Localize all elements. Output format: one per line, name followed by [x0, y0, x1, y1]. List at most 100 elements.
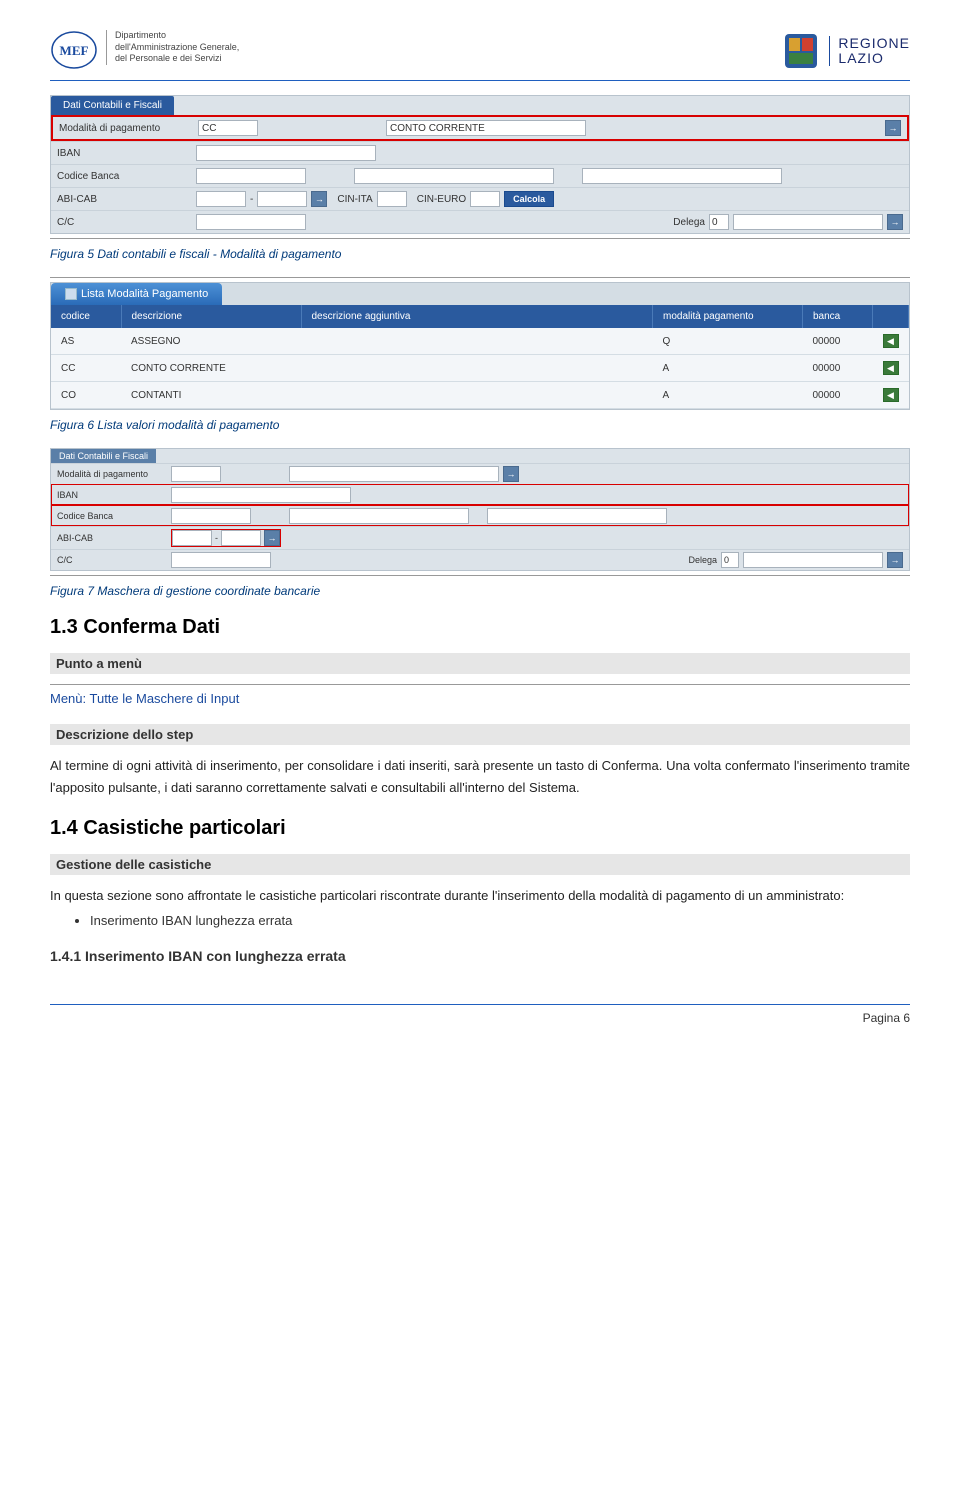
- table-cell: 00000: [803, 355, 873, 382]
- gestione-box: Gestione delle casistiche: [50, 854, 910, 875]
- select-row-button[interactable]: ◀: [883, 334, 899, 348]
- calcola-button[interactable]: Calcola: [504, 191, 554, 207]
- dash-label: -: [215, 533, 218, 543]
- fig7-input-cab[interactable]: [221, 530, 261, 546]
- table-cell: A: [653, 382, 803, 409]
- fig5-input-delega2[interactable]: [733, 214, 883, 230]
- fig5-input-cc2[interactable]: [196, 214, 306, 230]
- table-cell: [301, 328, 653, 355]
- fig5-row-codicebanca: Codice Banca: [51, 164, 909, 187]
- table-cell: AS: [51, 328, 121, 355]
- arrow-icon[interactable]: →: [887, 214, 903, 230]
- table-cell-action: ◀: [873, 382, 909, 409]
- fig5-row-cc: C/C Delega 0 →: [51, 210, 909, 233]
- select-row-button[interactable]: ◀: [883, 361, 899, 375]
- fig6-panel: Lista Modalità Pagamento codice descrizi…: [50, 282, 910, 410]
- page-number: Pagina 6: [50, 1011, 910, 1025]
- separator: [50, 277, 910, 278]
- mef-logo-icon: MEF: [50, 30, 98, 70]
- bullet-item: Inserimento IBAN lunghezza errata: [90, 913, 910, 928]
- table-cell: CONTANTI: [121, 382, 301, 409]
- fig7-input-delega[interactable]: 0: [721, 552, 739, 568]
- table-cell: Q: [653, 328, 803, 355]
- table-cell-action: ◀: [873, 328, 909, 355]
- fig5-row-abicab: ABI-CAB - → CIN-ITA CIN-EURO Calcola: [51, 187, 909, 210]
- table-cell: CC: [51, 355, 121, 382]
- fig5-label-modalita: Modalità di pagamento: [59, 123, 194, 134]
- fig7-input-delega2[interactable]: [743, 552, 883, 568]
- fig5-row-iban: IBAN: [51, 141, 909, 164]
- fig7-input-abi[interactable]: [172, 530, 212, 546]
- fig7-form: Dati Contabili e Fiscali Modalità di pag…: [50, 448, 910, 571]
- arrow-icon[interactable]: →: [885, 120, 901, 136]
- funnel-icon: [65, 288, 77, 300]
- fig7-row-modalita: Modalità di pagamento →: [51, 463, 909, 484]
- fig7-label-abicab: ABI-CAB: [57, 533, 167, 543]
- separator: [50, 238, 910, 239]
- menu-line: Menù: Tutte le Maschere di Input: [50, 691, 910, 706]
- page-header: MEF Dipartimento dell'Amministrazione Ge…: [50, 30, 910, 72]
- fig6-table: codice descrizione descrizione aggiuntiv…: [51, 305, 909, 409]
- fig5-input-cinita[interactable]: [377, 191, 407, 207]
- descr-step-box: Descrizione dello step: [50, 724, 910, 745]
- table-cell-action: ◀: [873, 355, 909, 382]
- separator: [50, 575, 910, 576]
- fig7-label-iban: IBAN: [57, 490, 167, 500]
- fig5-input-cineuro[interactable]: [470, 191, 500, 207]
- regione-logo-block: REGIONE LAZIO: [781, 30, 910, 72]
- arrow-icon[interactable]: →: [264, 530, 280, 546]
- arrow-icon[interactable]: →: [503, 466, 519, 482]
- fig7-label-delega: Delega: [688, 555, 717, 565]
- arrow-icon[interactable]: →: [311, 191, 327, 207]
- fig5-input-cc[interactable]: CC: [198, 120, 258, 136]
- fig7-input-cb1[interactable]: [171, 508, 251, 524]
- fig7-label-modalita: Modalità di pagamento: [57, 469, 167, 479]
- svg-text:MEF: MEF: [60, 43, 89, 58]
- fig5-input-cab[interactable]: [257, 191, 307, 207]
- fig6-th-codice: codice: [51, 305, 121, 328]
- table-row: COCONTANTIA00000◀: [51, 382, 909, 409]
- footer-rule: [50, 1004, 910, 1005]
- fig5-input-codicebanca2[interactable]: [354, 168, 554, 184]
- fig7-label-cc: C/C: [57, 555, 167, 565]
- table-cell: CO: [51, 382, 121, 409]
- header-rule: [50, 80, 910, 81]
- select-row-button[interactable]: ◀: [883, 388, 899, 402]
- mef-logo-block: MEF Dipartimento dell'Amministrazione Ge…: [50, 30, 239, 70]
- fig5-label-cinita: CIN-ITA: [337, 194, 372, 205]
- fig7-input-m2[interactable]: [289, 466, 499, 482]
- fig7-input-m1[interactable]: [171, 466, 221, 482]
- fig5-label-abicab: ABI-CAB: [57, 194, 192, 205]
- fig5-input-delega[interactable]: 0: [709, 214, 729, 230]
- fig5-input-codicebanca[interactable]: [196, 168, 306, 184]
- caption-fig7: Figura 7 Maschera di gestione coordinate…: [50, 584, 910, 598]
- fig5-input-conto[interactable]: CONTO CORRENTE: [386, 120, 586, 136]
- table-cell: 00000: [803, 328, 873, 355]
- arrow-icon[interactable]: →: [887, 552, 903, 568]
- fig5-input-abi[interactable]: [196, 191, 246, 207]
- fig7-row-cc: C/C Delega 0 →: [51, 549, 909, 570]
- fig7-input-cb3[interactable]: [487, 508, 667, 524]
- fig5-label-cc: C/C: [57, 217, 192, 228]
- fig5-input-codicebanca3[interactable]: [582, 168, 782, 184]
- fig7-row-iban: IBAN: [51, 484, 909, 505]
- section-1-3-title: 1.3 Conferma Dati: [50, 616, 910, 639]
- regione-text: REGIONE LAZIO: [829, 36, 910, 67]
- fig7-label-codicebanca: Codice Banca: [57, 511, 167, 521]
- separator: [50, 684, 910, 685]
- fig5-label-cineuro: CIN-EURO: [417, 194, 466, 205]
- fig7-input-cb2[interactable]: [289, 508, 469, 524]
- table-row: CCCONTO CORRENTEA00000◀: [51, 355, 909, 382]
- table-cell: ASSEGNO: [121, 328, 301, 355]
- fig6-tab: Lista Modalità Pagamento: [51, 283, 222, 305]
- section-1-4-para: In questa sezione sono affrontate le cas…: [50, 885, 910, 907]
- fig7-input-cc[interactable]: [171, 552, 271, 568]
- fig5-label-delega: Delega: [673, 217, 705, 228]
- bullet-list: Inserimento IBAN lunghezza errata: [90, 913, 910, 928]
- caption-fig6: Figura 6 Lista valori modalità di pagame…: [50, 418, 910, 432]
- fig5-input-iban[interactable]: [196, 145, 376, 161]
- fig7-row-codicebanca: Codice Banca: [51, 505, 909, 526]
- fig5-label-codicebanca: Codice Banca: [57, 171, 192, 182]
- fig7-input-iban[interactable]: [171, 487, 351, 503]
- fig6-th-modpag: modalità pagamento: [653, 305, 803, 328]
